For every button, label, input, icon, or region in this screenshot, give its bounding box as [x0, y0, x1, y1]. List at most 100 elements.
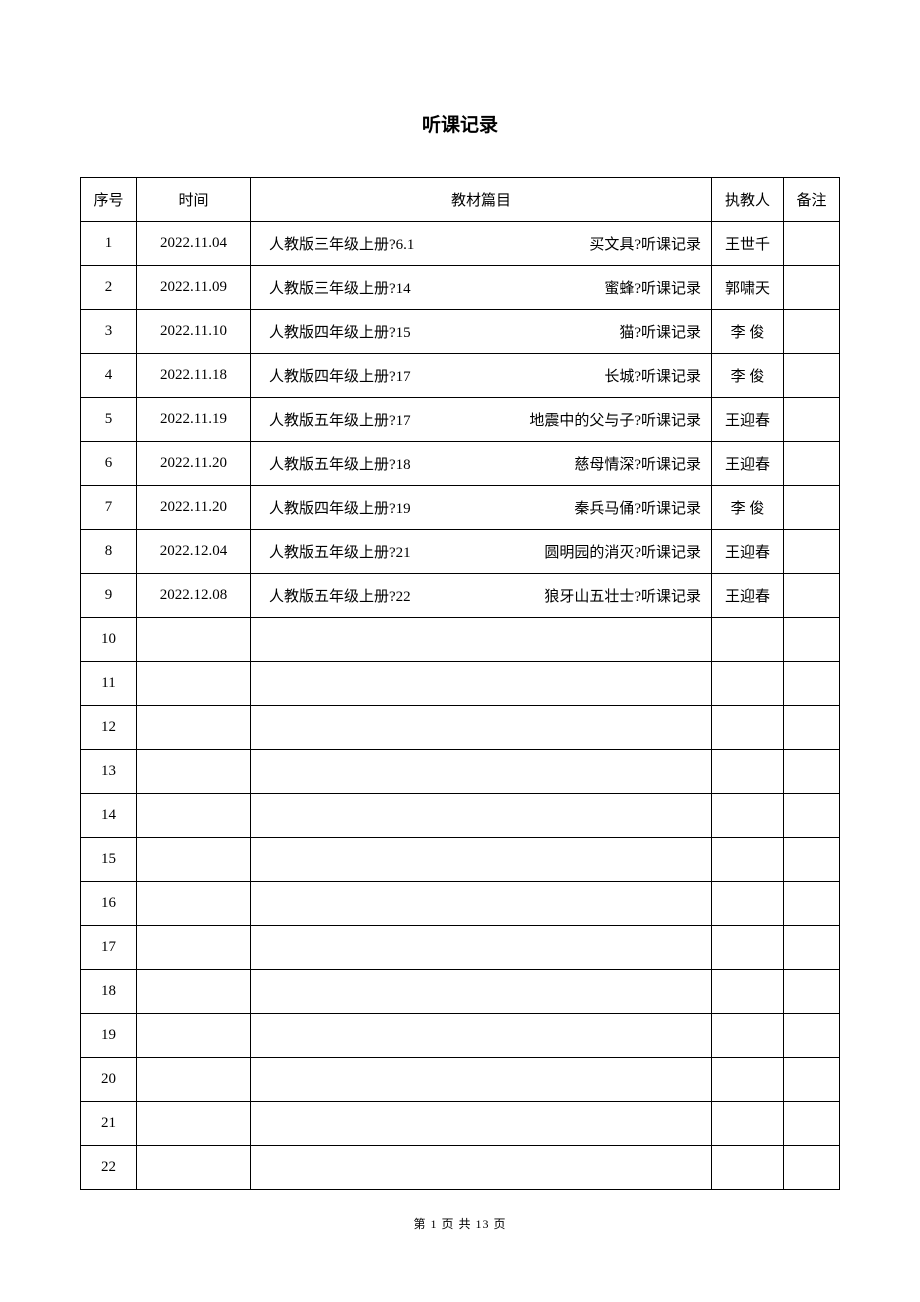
table-row: 62022.11.20人教版五年级上册?18慈母情深?听课记录王迎春: [81, 442, 840, 486]
cell-date: 2022.11.18: [137, 354, 251, 398]
cell-seq: 12: [81, 706, 137, 750]
content-right: 长城?听课记录: [604, 365, 701, 386]
content-right: 蜜蜂?听课记录: [604, 277, 701, 298]
cell-remark: [784, 882, 840, 926]
cell-remark: [784, 706, 840, 750]
cell-date: [137, 750, 251, 794]
cell-content: [251, 970, 712, 1014]
cell-remark: [784, 354, 840, 398]
cell-remark: [784, 1058, 840, 1102]
cell-content: [251, 926, 712, 970]
cell-remark: [784, 266, 840, 310]
cell-teacher: 王迎春: [712, 398, 784, 442]
table-row: 20: [81, 1058, 840, 1102]
table-row: 82022.12.04人教版五年级上册?21圆明园的消灭?听课记录王迎春: [81, 530, 840, 574]
cell-teacher: 王迎春: [712, 442, 784, 486]
cell-seq: 9: [81, 574, 137, 618]
table-row: 17: [81, 926, 840, 970]
table-row: 15: [81, 838, 840, 882]
cell-teacher: [712, 750, 784, 794]
cell-seq: 11: [81, 662, 137, 706]
cell-content: 人教版三年级上册?6.1买文具?听课记录: [251, 222, 712, 266]
cell-remark: [784, 1146, 840, 1190]
cell-teacher: 李 俊: [712, 486, 784, 530]
content-left: 人教版四年级上册?15: [269, 321, 411, 342]
content-right: 圆明园的消灭?听课记录: [544, 541, 701, 562]
cell-date: [137, 1102, 251, 1146]
content-left: 人教版五年级上册?18: [269, 453, 411, 474]
table-row: 32022.11.10人教版四年级上册?15猫?听课记录李 俊: [81, 310, 840, 354]
cell-remark: [784, 662, 840, 706]
cell-date: 2022.11.19: [137, 398, 251, 442]
cell-date: 2022.11.09: [137, 266, 251, 310]
cell-remark: [784, 222, 840, 266]
cell-remark: [784, 486, 840, 530]
table-row: 10: [81, 618, 840, 662]
cell-content: 人教版四年级上册?19 秦兵马俑?听课记录: [251, 486, 712, 530]
cell-remark: [784, 310, 840, 354]
cell-date: [137, 1146, 251, 1190]
table-body: 12022.11.04人教版三年级上册?6.1买文具?听课记录王世千22022.…: [81, 222, 840, 1190]
cell-seq: 5: [81, 398, 137, 442]
content-left: 人教版五年级上册?21: [269, 541, 411, 562]
cell-content: [251, 662, 712, 706]
cell-date: [137, 838, 251, 882]
cell-teacher: [712, 662, 784, 706]
cell-date: [137, 794, 251, 838]
cell-remark: [784, 838, 840, 882]
cell-seq: 2: [81, 266, 137, 310]
cell-remark: [784, 442, 840, 486]
cell-date: [137, 1058, 251, 1102]
cell-content: [251, 1014, 712, 1058]
cell-date: [137, 1014, 251, 1058]
content-left: 人教版四年级上册?19: [269, 497, 411, 518]
cell-teacher: 郭啸天: [712, 266, 784, 310]
cell-teacher: 王世千: [712, 222, 784, 266]
cell-seq: 16: [81, 882, 137, 926]
cell-seq: 14: [81, 794, 137, 838]
content-right: 狼牙山五壮士?听课记录: [544, 585, 701, 606]
cell-seq: 10: [81, 618, 137, 662]
content-right: 秦兵马俑?听课记录: [574, 497, 701, 518]
cell-content: [251, 882, 712, 926]
page-title: 听课记录: [80, 110, 840, 137]
cell-date: [137, 662, 251, 706]
cell-teacher: [712, 926, 784, 970]
cell-seq: 22: [81, 1146, 137, 1190]
cell-remark: [784, 530, 840, 574]
cell-teacher: [712, 618, 784, 662]
header-seq: 序号: [81, 178, 137, 222]
cell-content: 人教版五年级上册?17地震中的父与子?听课记录: [251, 398, 712, 442]
cell-content: 人教版五年级上册?21 圆明园的消灭?听课记录: [251, 530, 712, 574]
cell-content: [251, 706, 712, 750]
cell-seq: 19: [81, 1014, 137, 1058]
cell-teacher: [712, 706, 784, 750]
table-row: 22022.11.09 人教版三年级上册?14 蜜蜂?听课记录郭啸天: [81, 266, 840, 310]
cell-teacher: 王迎春: [712, 530, 784, 574]
cell-date: [137, 618, 251, 662]
cell-teacher: [712, 882, 784, 926]
cell-seq: 7: [81, 486, 137, 530]
content-left: 人教版三年级上册?14: [269, 277, 411, 298]
header-teacher: 执教人: [712, 178, 784, 222]
cell-teacher: [712, 1058, 784, 1102]
cell-date: 2022.11.10: [137, 310, 251, 354]
cell-date: [137, 970, 251, 1014]
page-footer: 第 1 页 共 13 页: [0, 1215, 920, 1232]
cell-teacher: 王迎春: [712, 574, 784, 618]
cell-content: 人教版四年级上册?15猫?听课记录: [251, 310, 712, 354]
cell-remark: [784, 1014, 840, 1058]
cell-date: [137, 882, 251, 926]
table-row: 13: [81, 750, 840, 794]
header-date: 时间: [137, 178, 251, 222]
cell-content: [251, 618, 712, 662]
cell-content: 人教版四年级上册?17长城?听课记录: [251, 354, 712, 398]
cell-seq: 18: [81, 970, 137, 1014]
page-container: 听课记录 序号 时间 教材篇目 执教人 备注 12022.11.04人教版三年级…: [0, 0, 920, 1190]
cell-remark: [784, 970, 840, 1014]
cell-teacher: [712, 970, 784, 1014]
cell-content: 人教版五年级上册?22狼牙山五壮士?听课记录: [251, 574, 712, 618]
content-right: 地震中的父与子?听课记录: [529, 409, 701, 430]
cell-seq: 8: [81, 530, 137, 574]
header-content: 教材篇目: [251, 178, 712, 222]
